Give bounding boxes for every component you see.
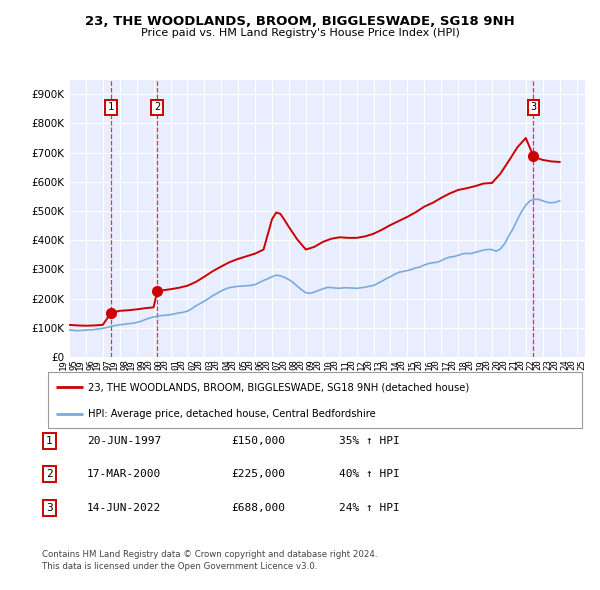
Text: 1: 1 [46,436,53,445]
Text: 17-MAR-2000: 17-MAR-2000 [87,470,161,479]
Text: Price paid vs. HM Land Registry's House Price Index (HPI): Price paid vs. HM Land Registry's House … [140,28,460,38]
Text: 3: 3 [530,103,536,112]
Text: 23, THE WOODLANDS, BROOM, BIGGLESWADE, SG18 9NH (detached house): 23, THE WOODLANDS, BROOM, BIGGLESWADE, S… [88,382,469,392]
Text: 2: 2 [46,470,53,479]
Text: 24% ↑ HPI: 24% ↑ HPI [339,503,400,513]
Text: 23, THE WOODLANDS, BROOM, BIGGLESWADE, SG18 9NH: 23, THE WOODLANDS, BROOM, BIGGLESWADE, S… [85,15,515,28]
Text: £150,000: £150,000 [231,436,285,445]
FancyBboxPatch shape [48,372,582,428]
Text: £225,000: £225,000 [231,470,285,479]
Text: 40% ↑ HPI: 40% ↑ HPI [339,470,400,479]
Text: 1: 1 [107,103,114,112]
Text: 20-JUN-1997: 20-JUN-1997 [87,436,161,445]
Text: This data is licensed under the Open Government Licence v3.0.: This data is licensed under the Open Gov… [42,562,317,571]
Text: Contains HM Land Registry data © Crown copyright and database right 2024.: Contains HM Land Registry data © Crown c… [42,550,377,559]
Text: HPI: Average price, detached house, Central Bedfordshire: HPI: Average price, detached house, Cent… [88,409,376,419]
Text: 3: 3 [46,503,53,513]
Text: 2: 2 [154,103,160,112]
Text: £688,000: £688,000 [231,503,285,513]
Text: 14-JUN-2022: 14-JUN-2022 [87,503,161,513]
Text: 35% ↑ HPI: 35% ↑ HPI [339,436,400,445]
